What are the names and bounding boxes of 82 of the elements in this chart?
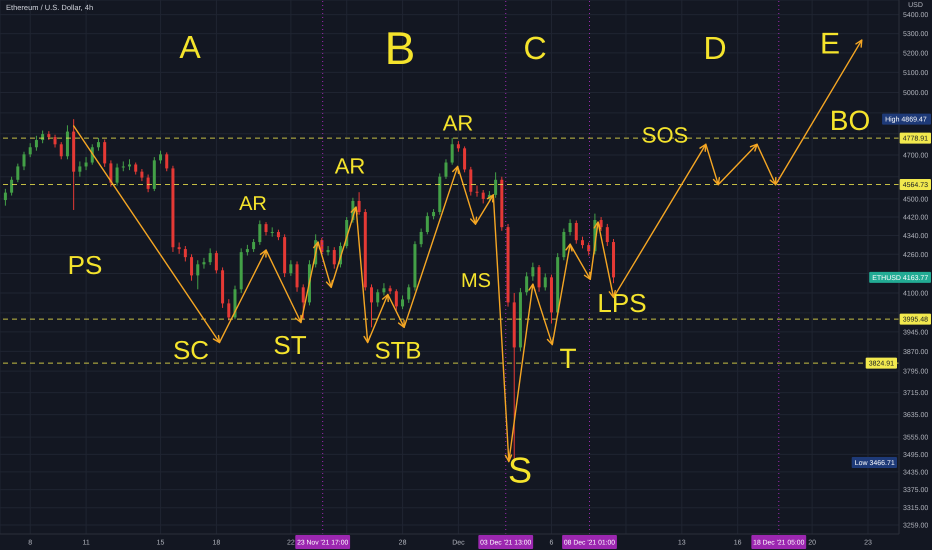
candlestick [469,166,472,196]
candlestick [574,220,578,244]
annotation: C [523,30,547,66]
candlestick [16,163,20,183]
candlestick [525,272,528,296]
candlestick [568,218,572,236]
candlestick [444,158,448,180]
candlestick [580,236,584,249]
candlestick [252,238,256,252]
annotation: AR [442,110,474,136]
candlestick [10,176,14,196]
annotation: ST [273,330,307,360]
candlestick [202,257,206,270]
candlestick [264,222,268,236]
annotation: LPS [597,288,647,318]
candlestick [370,284,374,328]
candlestick [538,264,541,292]
candlestick [146,174,150,193]
candlestick [407,284,410,304]
candlestick [376,288,380,308]
candlestick [531,262,534,282]
candlestick [482,189,485,204]
candlestick [60,142,63,160]
candlestick [190,254,194,282]
candlestick [494,172,498,198]
candlestick [544,272,547,292]
candlestick [332,246,336,270]
candlestick [432,208,436,220]
candlestick [34,135,38,152]
candlestick [28,142,32,158]
candlestick [394,288,398,311]
candlestick [606,223,609,247]
candlestick [258,220,262,246]
candlestick [116,163,119,186]
candlestick [96,137,100,152]
annotation: BO [830,104,870,136]
annotation: D [703,30,727,66]
candlestick [165,152,168,172]
candlestick [159,150,162,164]
candlestick [122,160,125,172]
annotation: MS [461,270,491,292]
annotation: B [384,22,416,74]
candlestick [463,146,466,173]
candlestick [276,229,280,241]
candlestick [296,260,299,292]
candlestick [358,192,361,216]
candlestick [289,260,292,276]
annotation: E [820,28,840,60]
candlestick [196,260,200,290]
annotation: PS [68,250,102,280]
annotation: SOS [642,122,688,148]
candlestick [450,137,454,166]
candlestick [22,151,26,171]
candlestick [227,298,230,321]
candlestick [600,216,603,232]
candlestick [270,226,274,238]
candlestick [401,294,404,310]
candlestick [134,162,138,176]
candlestick [78,160,82,178]
candlestick [208,248,212,266]
annotation: SC [172,335,210,366]
candlestick [54,134,57,148]
annotation: A [179,29,202,66]
candlestick [456,140,460,152]
candlestick [103,139,106,168]
annotation: AR [239,193,267,215]
candlestick [178,242,181,254]
candlestick [326,246,330,256]
candlestick [184,246,187,262]
candlestick [302,284,305,320]
annotation: STB [374,337,422,364]
candlestick [246,244,249,256]
candlestick [426,212,429,235]
candlestick [140,168,144,182]
candlestick [420,228,423,248]
candlestick [4,188,7,206]
candlestick [475,185,478,198]
annotation: S [508,450,532,491]
candlestick [214,250,218,274]
candlestick [128,158,131,171]
candlestick [84,156,88,171]
annotation: AR [334,154,366,179]
